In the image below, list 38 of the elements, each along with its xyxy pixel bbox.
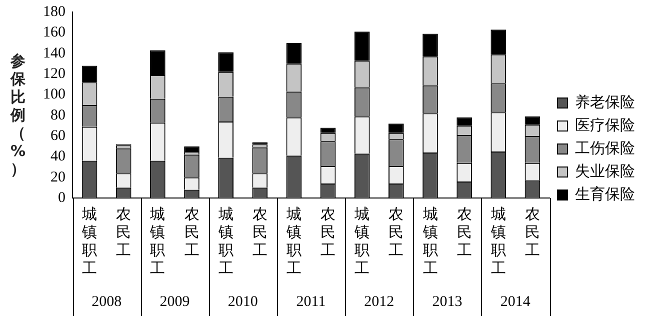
y-tick-label: 120 bbox=[43, 66, 66, 82]
legend-label: 生育保险 bbox=[575, 186, 635, 203]
y-tick-label: 140 bbox=[43, 45, 66, 62]
x-tick-label: 农民工 bbox=[456, 206, 472, 259]
x-tick-label: 农民工 bbox=[320, 206, 336, 259]
y-tick-label: 180 bbox=[43, 4, 66, 20]
x-tick-label: 城镇职工 bbox=[422, 206, 438, 277]
x-tick-label: 农民工 bbox=[524, 206, 540, 259]
text: 2012 bbox=[364, 294, 394, 310]
x-tick-label: 城镇职工 bbox=[354, 206, 370, 277]
y-tick-label: 0 bbox=[58, 190, 66, 206]
y-tick-label: 20 bbox=[50, 169, 66, 186]
legend-label: 工伤保险 bbox=[575, 140, 635, 157]
x-tick-label: 城镇职工 bbox=[149, 206, 166, 277]
text: 2013 bbox=[432, 294, 462, 310]
legend-label: 养老保险 bbox=[575, 94, 635, 111]
x-tick-label: 城镇职工 bbox=[217, 206, 234, 277]
y-tick-label: 60 bbox=[50, 128, 66, 144]
x-tick-label: 城镇职工 bbox=[490, 206, 506, 277]
text: 2011 bbox=[296, 294, 326, 310]
x-tick-label: 农民工 bbox=[252, 206, 268, 259]
bar bbox=[184, 146, 200, 152]
legend-label: 失业保险 bbox=[575, 162, 635, 180]
y-tick-label: 40 bbox=[50, 148, 66, 165]
text: 2008 bbox=[92, 294, 122, 310]
x-tick-label: 农民工 bbox=[116, 206, 132, 259]
x-tick-label: 农民工 bbox=[388, 206, 404, 259]
y-tick-label: 80 bbox=[50, 107, 66, 124]
text: 2009 bbox=[160, 294, 190, 310]
legend-label: 医疗保险 bbox=[575, 116, 635, 134]
y-tick-label: 100 bbox=[43, 86, 66, 103]
y-tick-label: 160 bbox=[43, 24, 66, 41]
x-tick-label: 城镇职工 bbox=[285, 206, 302, 277]
y-axis-title: 参保比例（%） bbox=[9, 52, 27, 178]
text: 2010 bbox=[228, 294, 258, 310]
x-tick-label: 农民工 bbox=[184, 206, 200, 259]
x-tick-label: 城镇职工 bbox=[81, 206, 98, 277]
text: 2014 bbox=[500, 294, 531, 310]
